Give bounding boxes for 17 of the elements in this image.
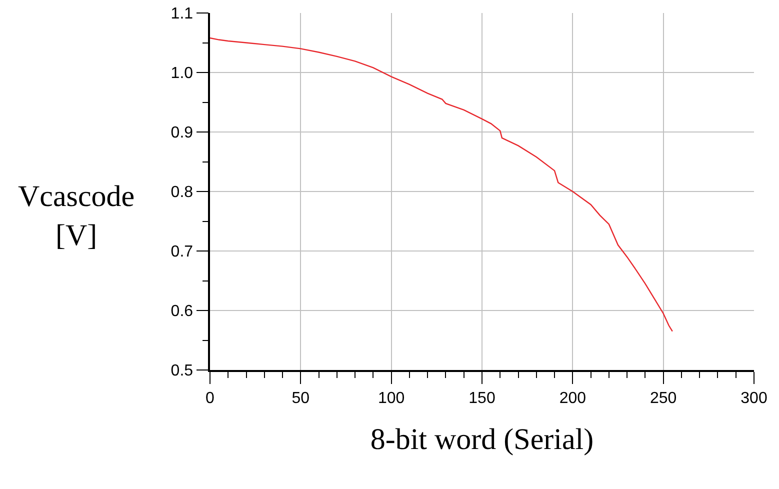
x-tick-label: 200 [559,390,586,407]
x-tick-label: 250 [650,390,677,407]
y-tick-label: 1.0 [170,65,194,82]
y-tick-label: 0.5 [170,362,194,380]
y-tick-label: 0.7 [170,244,194,261]
x-tick-label: 150 [468,390,496,407]
y-axis-title: Vcascode [V] [18,180,135,252]
x-tick-label: 50 [292,390,310,407]
line-series [210,37,673,332]
x-tick-label: 100 [378,390,405,407]
x-axis-title: 8-bit word (Serial) [370,422,594,456]
y-tick-label: 0.9 [170,124,194,142]
y-tick-label: 0.8 [170,184,194,202]
x-tick-label: 300 [740,390,768,407]
y-tick-label: 1.1 [170,6,194,23]
x-tick-label: 0 [206,390,215,407]
y-tick-label: 0.6 [170,303,194,320]
